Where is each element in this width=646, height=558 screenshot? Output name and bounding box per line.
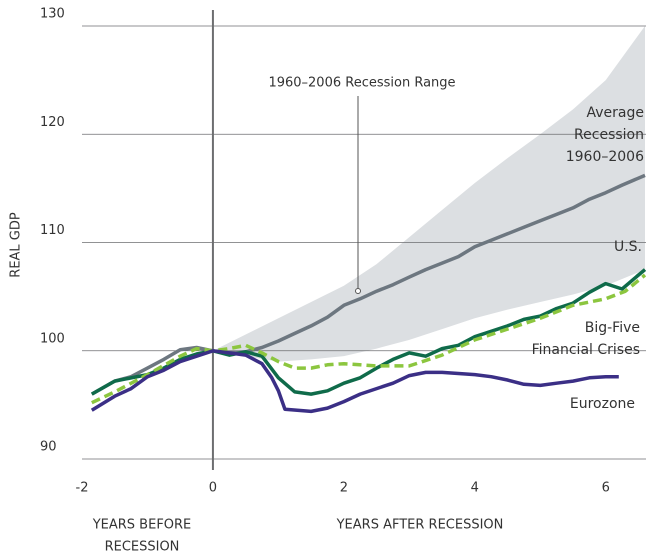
series-label: Financial Crises [532,342,640,358]
x-tick-label: 0 [209,481,217,496]
x-tick-label: 4 [471,481,479,496]
series-label: Recession [574,127,644,143]
x-axis-label: RECESSION [105,540,180,555]
y-tick-label: 120 [40,115,65,130]
series-line [90,173,646,396]
y-tick-label: 100 [40,331,65,346]
x-tick-label: -2 [76,481,89,496]
y-tick-label: 130 [40,7,65,22]
y-axis-label: REAL GDP [9,212,24,278]
x-axis-label: YEARS AFTER RECESSION [336,518,504,533]
series-label: 1960–2006 [566,149,644,165]
series-label: Big-Five [585,320,640,336]
y-tick-label: 110 [40,223,65,238]
range-label: 1960–2006 Recession Range [268,76,455,91]
recession-range [212,26,645,362]
series-label: U.S. [614,239,642,255]
x-tick-label: 6 [602,481,610,496]
leader-dot [355,288,361,294]
series-line [90,349,619,414]
x-tick-label: 2 [340,481,348,496]
x-axis-label: YEARS BEFORE [92,518,192,533]
y-tick-label: 90 [40,440,57,455]
series-line [91,273,646,405]
series-label: Average [587,105,645,121]
series-label: Eurozone [570,396,635,412]
